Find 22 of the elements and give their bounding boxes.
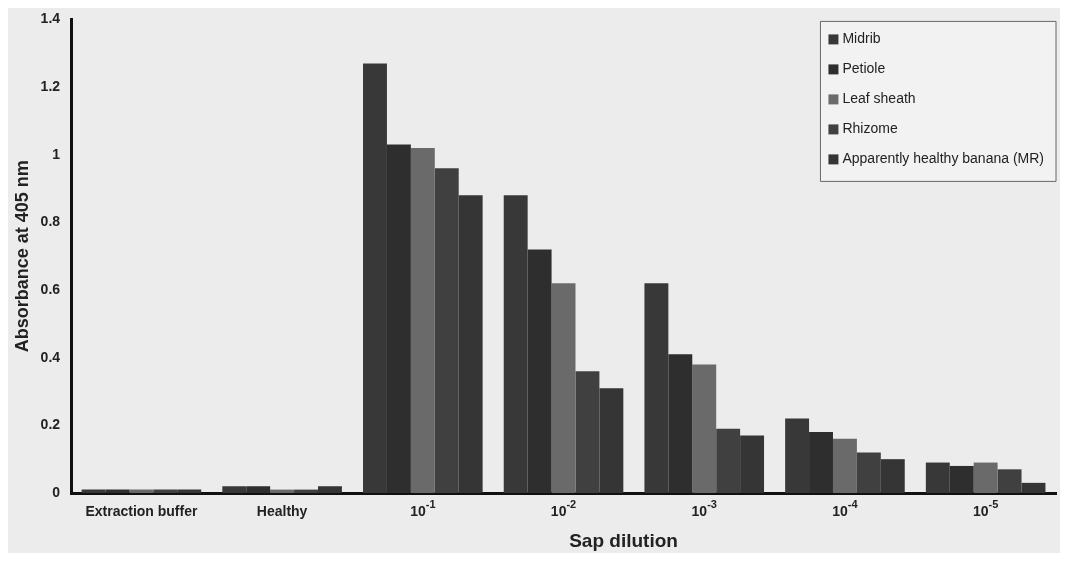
legend-label: Petiole: [842, 60, 886, 77]
y-tick-label: 0.8: [40, 213, 61, 230]
y-tick-label: 1.2: [40, 77, 61, 94]
legend-label: Midrib: [842, 30, 881, 47]
bar: [551, 283, 576, 493]
legend-label: Leaf sheath: [842, 90, 916, 107]
x-axis-title: Sap dilution: [569, 529, 678, 551]
x-tick-label: Healthy: [256, 502, 308, 519]
legend-label: Apparently healthy banana (MR): [842, 150, 1044, 167]
legend-label: Rhizome: [842, 120, 898, 137]
y-tick-label: 0: [52, 483, 61, 500]
y-tick-label: 0.6: [40, 280, 61, 297]
y-tick-label: 1: [52, 145, 61, 162]
bar: [832, 438, 857, 493]
y-axis-title: Absorbance at 405 nm: [11, 160, 32, 353]
bar: [973, 462, 998, 493]
y-tick-label: 0.4: [40, 348, 61, 365]
y-tick-label: 1.4: [40, 10, 61, 27]
bar: [692, 364, 717, 493]
y-tick-label: 0.2: [40, 416, 61, 433]
x-tick-label: Extraction buffer: [85, 502, 198, 519]
bar: [410, 147, 435, 493]
